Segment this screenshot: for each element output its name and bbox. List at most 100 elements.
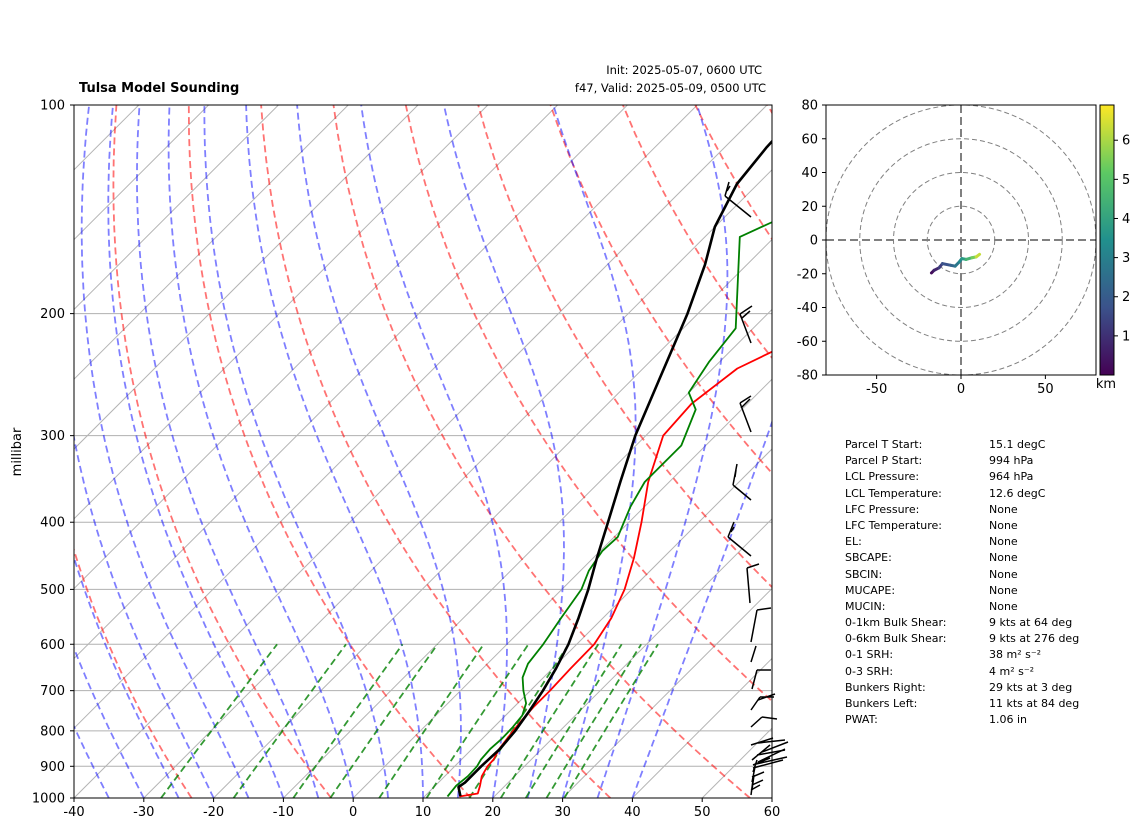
wind-barb (750, 716, 778, 728)
x-tick-label: -30 (133, 805, 154, 820)
init-time: Init: 2025-05-07, 0600 UTC (606, 63, 762, 77)
isotherm (74, 105, 349, 380)
colorbar-tick-label: 3 (1122, 251, 1130, 266)
param-label: PWAT: (845, 713, 878, 727)
param-value: 9 kts at 64 deg (989, 616, 1073, 630)
param-label: SBCAPE: (845, 551, 892, 565)
wind-barb (732, 463, 752, 501)
param-value: 11 kts at 84 deg (989, 697, 1080, 710)
param-label: 0-6km Bulk Shear: (845, 632, 947, 646)
param-value: None (989, 502, 1018, 516)
param-row: Bunkers Right: 29 kts at 3 deg (845, 680, 1079, 696)
x-tick-label: 10 (415, 805, 432, 820)
isotherm (74, 105, 279, 311)
colorbar-tick-label: 4 (1122, 212, 1130, 227)
param-value: 4 m² s⁻² (989, 664, 1035, 678)
dewpoint-profile (446, 221, 772, 798)
param-row: SBCAPE: None (845, 550, 1079, 566)
hodo-x-tick-label: 50 (1037, 382, 1054, 397)
wind-barb (750, 645, 757, 663)
mixing-ratio-line (232, 643, 347, 798)
y-tick-label: 300 (40, 429, 65, 444)
param-row: MUCAPE: None (845, 583, 1079, 599)
isotherm (562, 587, 772, 798)
mixing-ratio-line (500, 643, 600, 798)
moist-adiabat (167, 105, 355, 798)
param-label: EL: (845, 535, 862, 549)
param-row: 0-1km Bulk Shear: 9 kts at 64 deg (845, 615, 1079, 631)
wind-barbs (724, 181, 789, 796)
y-tick-label: 100 (40, 99, 65, 114)
param-row: Parcel T Start: 15.1 degC (845, 437, 1079, 453)
param-label: LCL Pressure: (845, 470, 920, 484)
x-tick-label: -40 (63, 805, 84, 820)
param-row: Parcel P Start: 994 hPa (845, 453, 1079, 469)
hodo-y-tick-label: -60 (797, 335, 818, 350)
hodo-y-tick-label: 60 (801, 132, 818, 147)
mixing-ratio-line (378, 643, 485, 798)
y-tick-label: 900 (40, 760, 65, 775)
param-value: None (989, 583, 1018, 597)
skewt-axes: -40 -30 -20 -10 0 10 20 30 40 50 60 1000 900 800 700 60… (32, 99, 780, 821)
skewt-background-lines (74, 105, 772, 798)
param-label: 0-3 SRH: (845, 664, 894, 678)
x-tick-label: -20 (203, 805, 224, 820)
hodo-y-tick-label: 40 (801, 166, 818, 181)
param-label: LFC Pressure: (845, 502, 920, 516)
isotherm (74, 105, 558, 590)
param-label: 0-1km Bulk Shear: (845, 616, 947, 630)
isotherm (213, 238, 772, 798)
parcel-profile (457, 139, 772, 797)
param-label: MUCIN: (845, 599, 886, 613)
hodo-y-tick-label: -40 (797, 301, 818, 316)
y-axis-label: millibar (10, 427, 25, 476)
param-value: None (989, 551, 1018, 565)
wind-barb (750, 607, 772, 643)
hodo-y-tick-label: -80 (797, 369, 818, 384)
hodograph-ring (859, 138, 1063, 342)
param-value: 9 kts at 276 deg (989, 632, 1080, 646)
wind-barb (739, 395, 752, 433)
param-row: PWAT: 1.06 in (845, 712, 1079, 728)
param-row: LFC Temperature: None (845, 518, 1079, 534)
param-row: LCL Pressure: 964 hPa (845, 469, 1079, 485)
hodo-x-tick-label: -50 (866, 382, 887, 397)
param-value: 38 m² s⁻² (989, 648, 1042, 662)
isotherm (74, 105, 768, 798)
wind-barb (752, 748, 788, 766)
mixing-ratio-line (545, 643, 642, 798)
y-tick-label: 200 (40, 307, 65, 322)
mixing-ratio-line (525, 643, 623, 798)
param-row: 0-1 SRH: 38 m² s⁻² (845, 647, 1079, 663)
moist-adiabat (203, 105, 389, 798)
param-value: 15.1 degC (989, 438, 1046, 451)
moist-adiabat (631, 419, 772, 798)
x-tick-label: 30 (554, 805, 571, 820)
dry-adiabat (332, 105, 751, 798)
param-value: None (989, 535, 1018, 549)
param-row: MUCIN: None (845, 599, 1079, 615)
moist-adiabat (80, 105, 250, 798)
moist-adiabat (296, 105, 462, 798)
mixing-ratio-line (563, 643, 659, 798)
isotherm (422, 448, 772, 798)
colorbar-tick-label: 1 (1122, 329, 1130, 344)
mixing-ratio-line (329, 643, 439, 798)
mixing-ratio-line (160, 643, 278, 798)
hodograph-axes: -50 0 50 80 60 40 20 0 -20 -40 -60 -80 (797, 99, 1054, 398)
param-row: LCL Temperature: 12.6 degC (845, 486, 1079, 502)
wind-barb (751, 741, 789, 761)
moist-adiabat (596, 105, 729, 798)
wind-barb (724, 181, 752, 218)
param-row: EL: None (845, 534, 1079, 550)
skewt-frame (73, 104, 773, 799)
isotherm (143, 169, 772, 798)
colorbar-tick-label: 2 (1122, 290, 1130, 305)
param-label: Bunkers Right: (845, 680, 926, 694)
colorbar-tick-label: 6 (1122, 134, 1130, 149)
param-label: LFC Temperature: (845, 518, 943, 532)
x-tick-label: 50 (694, 805, 711, 820)
y-tick-label: 400 (40, 516, 65, 531)
isotherm (352, 378, 772, 798)
